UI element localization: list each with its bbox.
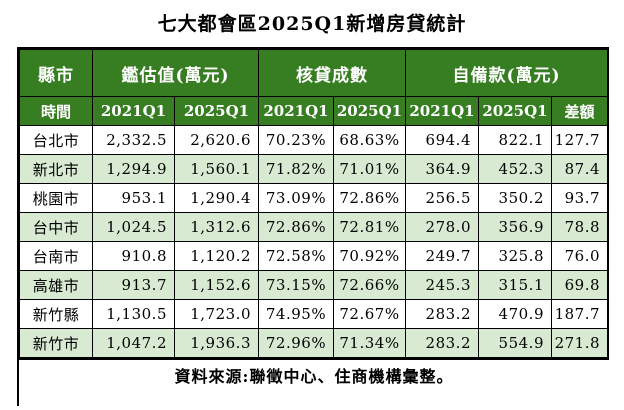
value-cell: 694.4 [405,125,479,155]
value-cell: 71.34% [333,328,406,358]
city-cell: 台中市 [19,212,93,242]
value-cell: 72.96% [258,328,334,358]
sub-header-cell-1: 2021Q1 [92,96,175,126]
value-cell: 910.8 [92,241,175,271]
table-row: 新竹縣 1,130.5 1,723.0 74.95% 72.67% 283.2 470.9 1… [19,299,609,329]
value-cell: 315.1 [478,270,552,300]
value-cell: 68.63% [333,125,406,155]
value-cell: 1,290.4 [174,183,259,213]
value-cell: 325.8 [478,241,552,271]
value-cell: 913.7 [92,270,175,300]
city-cell: 新竹市 [19,328,93,358]
sub-header-row: 時間 2021Q1 2025Q1 2021Q1 2025Q1 2021Q1 2025Q1 差額 [19,96,609,126]
value-cell: 256.5 [405,183,479,213]
value-cell: 72.86% [333,183,406,213]
group-header-cell-3: 自備款(萬元) [404,49,609,97]
value-cell: 283.2 [405,299,479,329]
group-header-row: 縣市 鑑估值(萬元) 核貸成數 自備款(萬元) [19,49,609,97]
value-cell: 822.1 [478,125,552,155]
city-cell: 桃園市 [19,183,93,213]
table-row: 台南市 910.8 1,120.2 72.58% 70.92% 249.7 325.8 76.… [19,241,609,271]
value-cell: 76.0 [550,241,609,271]
value-cell: 1,312.6 [174,212,259,242]
city-cell: 台南市 [19,241,93,271]
value-cell: 554.9 [478,328,552,358]
value-cell: 1,120.2 [174,241,259,271]
table-row: 高雄市 913.7 1,152.6 73.15% 72.66% 245.3 315.1 69.… [19,270,609,300]
mortgage-stats-table-wrap: 縣市 鑑估值(萬元) 核貸成數 自備款(萬元) 時間 2021Q1 2025Q1 2021Q… [17,47,609,360]
value-cell: 283.2 [405,328,479,358]
value-cell: 69.8 [550,270,609,300]
sub-header-cell-2: 2025Q1 [174,96,259,126]
value-cell: 72.66% [333,270,406,300]
value-cell: 73.09% [258,183,334,213]
sub-header-cell-0: 時間 [19,96,93,126]
value-cell: 74.95% [258,299,334,329]
value-cell: 70.23% [258,125,334,155]
table-row: 新北市 1,294.9 1,560.1 71.82% 71.01% 364.9 452.3 8… [19,154,609,184]
value-cell: 1,560.1 [174,154,259,184]
value-cell: 72.81% [333,212,406,242]
mortgage-stats-table: 縣市 鑑估值(萬元) 核貸成數 自備款(萬元) 時間 2021Q1 2025Q1 2021Q… [19,49,609,358]
value-cell: 249.7 [405,241,479,271]
group-header-cell-1: 鑑估值(萬元) [92,49,259,97]
value-cell: 1,047.2 [92,328,175,358]
value-cell: 1,024.5 [92,212,175,242]
table-row: 台北市 2,332.5 2,620.6 70.23% 68.63% 694.4 822.1 1… [19,125,609,155]
value-cell: 1,152.6 [174,270,259,300]
city-cell: 高雄市 [19,270,93,300]
value-cell: 73.15% [258,270,334,300]
table-header: 縣市 鑑估值(萬元) 核貸成數 自備款(萬元) 時間 2021Q1 2025Q1 2021Q… [19,49,609,126]
table-row: 台中市 1,024.5 1,312.6 72.86% 72.81% 278.0 356.9 7… [19,212,609,242]
page-title: 七大都會區2025Q1新增房貸統計 [157,13,467,35]
value-cell: 71.01% [333,154,406,184]
source-note: 資料來源:聯徵中心、住商機構彙整。 [17,360,609,406]
group-header-cell-0: 縣市 [19,49,93,97]
sub-header-cell-3: 2021Q1 [258,96,334,126]
value-cell: 70.92% [333,241,406,271]
value-cell: 350.2 [478,183,552,213]
city-cell: 新竹縣 [19,299,93,329]
value-cell: 72.58% [258,241,334,271]
value-cell: 953.1 [92,183,175,213]
value-cell: 71.82% [258,154,334,184]
value-cell: 127.7 [550,125,609,155]
value-cell: 72.67% [333,299,406,329]
value-cell: 356.9 [478,212,552,242]
value-cell: 87.4 [550,154,609,184]
table-body: 台北市 2,332.5 2,620.6 70.23% 68.63% 694.4 822.1 1… [19,125,609,358]
table-row: 新竹市 1,047.2 1,936.3 72.96% 71.34% 283.2 554.9 2… [19,328,609,358]
table-row: 桃園市 953.1 1,290.4 73.09% 72.86% 256.5 350.2 93.… [19,183,609,213]
value-cell: 78.8 [550,212,609,242]
sub-header-cell-4: 2025Q1 [333,96,406,126]
value-cell: 2,620.6 [174,125,259,155]
value-cell: 278.0 [405,212,479,242]
value-cell: 1,936.3 [174,328,259,358]
group-header-cell-2: 核貸成數 [258,49,406,97]
value-cell: 470.9 [478,299,552,329]
value-cell: 452.3 [478,154,552,184]
sub-header-cell-6: 2025Q1 [478,96,552,126]
value-cell: 2,332.5 [92,125,175,155]
value-cell: 1,294.9 [92,154,175,184]
value-cell: 187.7 [550,299,609,329]
value-cell: 1,723.0 [174,299,259,329]
value-cell: 93.7 [550,183,609,213]
value-cell: 245.3 [405,270,479,300]
city-cell: 台北市 [19,125,93,155]
city-cell: 新北市 [19,154,93,184]
value-cell: 364.9 [405,154,479,184]
sub-header-cell-7: 差額 [550,96,609,126]
value-cell: 271.8 [550,328,609,358]
value-cell: 72.86% [258,212,334,242]
sub-header-cell-5: 2021Q1 [405,96,479,126]
mortgage-stats-table-block: 縣市 鑑估值(萬元) 核貸成數 自備款(萬元) 時間 2021Q1 2025Q1 2021Q… [17,47,609,406]
value-cell: 1,130.5 [92,299,175,329]
